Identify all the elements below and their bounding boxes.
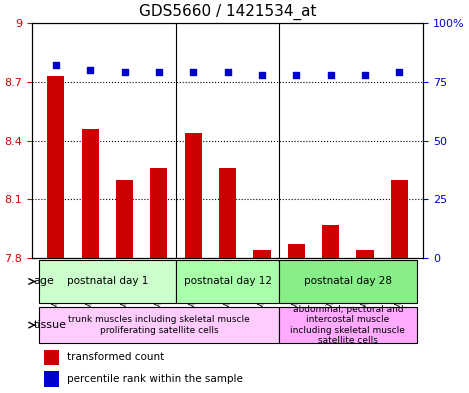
Point [396, 69, 403, 75]
Point [224, 69, 231, 75]
Bar [391, 180, 408, 258]
Bar [253, 250, 271, 258]
Point [293, 72, 300, 78]
Text: trunk muscles including skeletal muscle
proliferating satellite cells: trunk muscles including skeletal muscle … [68, 316, 250, 335]
Bar [322, 225, 339, 258]
Text: age: age [33, 276, 54, 286]
FancyBboxPatch shape [38, 307, 279, 343]
Point [52, 62, 60, 68]
Text: postnatal day 1: postnatal day 1 [67, 276, 148, 286]
Text: transformed count: transformed count [67, 353, 164, 362]
Bar [219, 168, 236, 258]
Text: tissue: tissue [33, 320, 67, 330]
Bar [185, 133, 202, 258]
Bar [44, 350, 59, 365]
Point [155, 69, 163, 75]
Bar [47, 76, 64, 258]
Bar [356, 250, 374, 258]
Bar [44, 371, 59, 387]
FancyBboxPatch shape [38, 260, 176, 303]
FancyBboxPatch shape [279, 260, 416, 303]
Point [361, 72, 369, 78]
Point [189, 69, 197, 75]
Text: abdominal, pectoral and
intercostal muscle
including skeletal muscle
satellite c: abdominal, pectoral and intercostal musc… [290, 305, 405, 345]
Bar [116, 180, 133, 258]
Bar [288, 244, 305, 258]
Title: GDS5660 / 1421534_at: GDS5660 / 1421534_at [139, 4, 317, 20]
FancyBboxPatch shape [279, 307, 416, 343]
Bar [150, 168, 167, 258]
Point [121, 69, 129, 75]
Text: postnatal day 28: postnatal day 28 [304, 276, 392, 286]
Point [258, 72, 266, 78]
Text: postnatal day 12: postnatal day 12 [184, 276, 272, 286]
Point [327, 72, 334, 78]
Point [86, 67, 94, 73]
Bar [82, 129, 99, 258]
FancyBboxPatch shape [176, 260, 279, 303]
Text: percentile rank within the sample: percentile rank within the sample [67, 374, 243, 384]
